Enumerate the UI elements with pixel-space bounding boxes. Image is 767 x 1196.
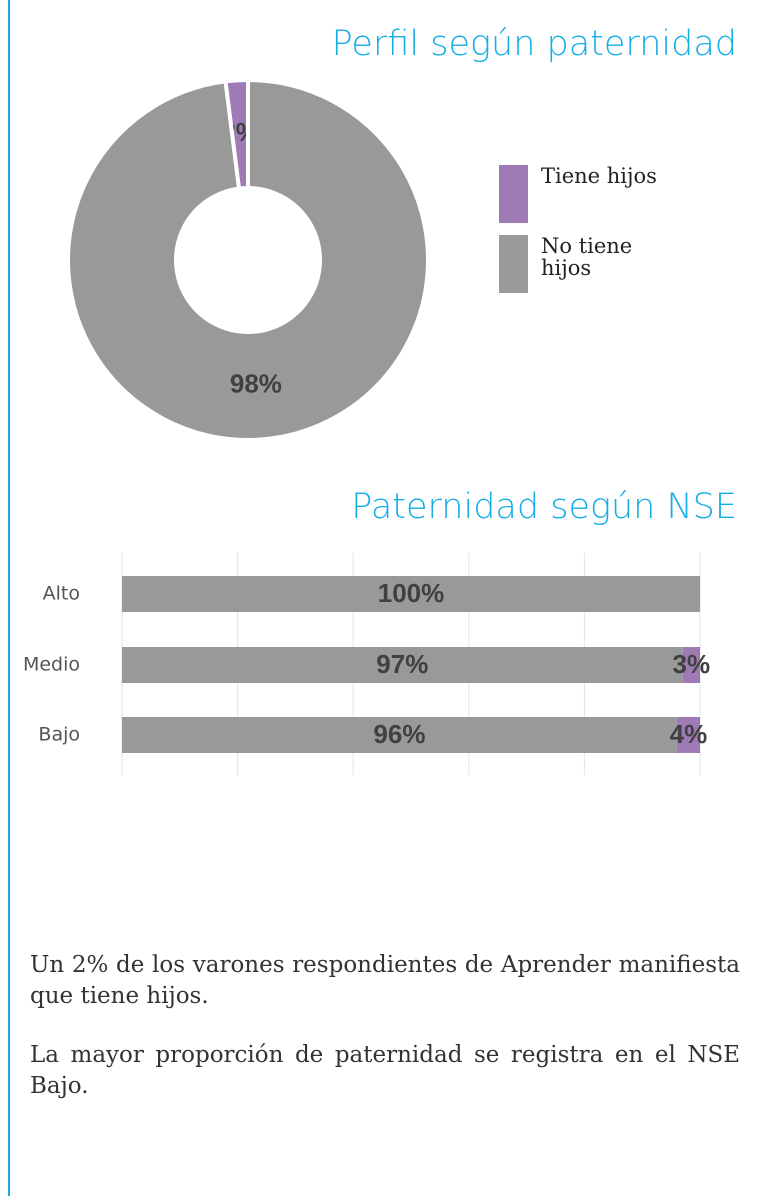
y-tick-label: Bajo [38, 724, 80, 746]
paragraph: La mayor proporción de paternidad se reg… [30, 1042, 740, 1099]
data-label: 98% [230, 369, 282, 399]
legend-label: Tiene hijos [541, 164, 657, 188]
bar-segment [122, 576, 700, 612]
bar-chart: Alto 100% Medio 97% 3% Bajo 96% 4% [23, 553, 711, 775]
bar-segment [122, 647, 683, 683]
donut-slice [66, 77, 430, 442]
data-label: 3% [673, 649, 711, 679]
y-tick-label: Alto [43, 583, 80, 605]
legend-swatch [499, 165, 528, 223]
legend-swatch [499, 235, 528, 293]
bar-segment [682, 647, 700, 683]
bar-segment [676, 717, 700, 753]
chart-title: Perfil según paternidad [331, 24, 737, 64]
data-label: 96% [373, 719, 425, 749]
paragraph: Un 2% de los varones respondientes de Ap… [30, 952, 740, 1009]
legend-label: No tiene hijos [541, 234, 633, 280]
bar-segment [122, 717, 677, 753]
page-border [8, 0, 10, 1196]
donut-chart: 2%98% [66, 77, 430, 442]
data-label: 4% [670, 719, 708, 749]
data-label: 100% [378, 578, 445, 608]
y-tick-label: Medio [23, 654, 80, 676]
chart-title: Paternidad según NSE [351, 487, 737, 527]
data-label: 97% [376, 649, 428, 679]
